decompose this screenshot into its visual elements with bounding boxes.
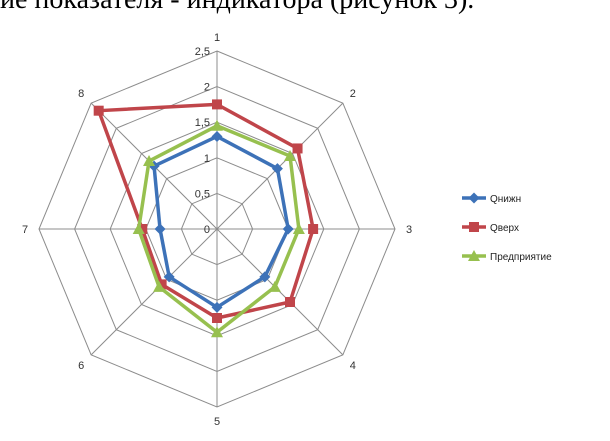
data-point xyxy=(292,223,305,234)
data-point xyxy=(212,99,222,110)
data-point xyxy=(211,130,223,142)
data-point xyxy=(284,149,297,161)
category-label: 8 xyxy=(78,88,84,100)
legend-marker xyxy=(468,250,480,261)
category-label: 6 xyxy=(78,360,84,372)
category-label: 7 xyxy=(22,224,28,236)
data-point xyxy=(93,105,104,116)
legend: Qнижн Qверх Предприятие xyxy=(462,192,552,263)
series-3 xyxy=(132,119,305,338)
tick-label: 1,5 xyxy=(195,117,210,129)
data-point xyxy=(308,224,319,234)
category-label: 2 xyxy=(350,88,356,100)
legend-label: Qверх xyxy=(490,223,519,234)
series-1 xyxy=(148,130,294,313)
category-labels: 1 2 3 4 5 6 7 8 xyxy=(22,32,412,428)
header-strip: ие показателя - индикатора (рисунок 3). xyxy=(0,0,610,32)
legend-marker xyxy=(469,222,479,232)
data-point xyxy=(268,280,281,292)
data-point xyxy=(154,223,166,235)
legend-label: Предприятие xyxy=(490,252,552,263)
data-point xyxy=(211,119,223,131)
category-label: 1 xyxy=(214,32,220,44)
tick-label: 0 xyxy=(204,224,210,236)
tick-label: 2,5 xyxy=(195,46,210,58)
data-point xyxy=(212,313,222,323)
tick-label: 1 xyxy=(204,153,210,165)
spoke-line xyxy=(90,228,218,356)
data-point xyxy=(259,271,271,283)
data-point xyxy=(211,326,223,338)
data-point xyxy=(132,223,145,234)
header-text: ие показателя - индикатора (рисунок 3). xyxy=(0,0,474,16)
data-point xyxy=(271,163,283,175)
series-2 xyxy=(93,99,319,323)
spoke-line xyxy=(216,228,344,356)
legend-label: Qнижн xyxy=(490,194,521,205)
category-label: 5 xyxy=(214,416,220,428)
data-point xyxy=(285,297,296,308)
category-label: 3 xyxy=(406,224,412,236)
legend-marker xyxy=(468,192,480,204)
data-point xyxy=(292,143,303,154)
data-point xyxy=(153,280,166,292)
series-line xyxy=(152,134,290,310)
series-group xyxy=(93,99,319,338)
data-point xyxy=(137,224,148,234)
category-label: 4 xyxy=(350,360,356,372)
tick-label: 2 xyxy=(204,82,210,94)
tick-label: 0,5 xyxy=(195,188,210,200)
data-point xyxy=(156,279,167,290)
data-point xyxy=(211,301,223,313)
data-point xyxy=(143,155,156,167)
data-point xyxy=(282,223,294,235)
tick-labels: 0 0,5 1 1,5 2 2,5 xyxy=(195,46,210,236)
